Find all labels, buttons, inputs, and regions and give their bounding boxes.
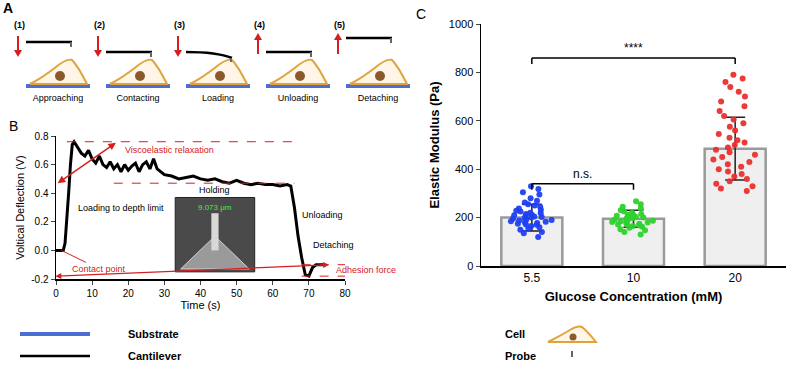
svg-text:-0.2: -0.2 [31,274,49,285]
svg-text:Substrate: Substrate [128,328,179,340]
svg-text:10: 10 [87,288,99,299]
svg-text:Contacting: Contacting [116,93,159,103]
svg-text:Detaching: Detaching [313,240,354,250]
svg-text:Approaching: Approaching [33,93,84,103]
svg-text:(1): (1) [14,20,25,30]
svg-text:B: B [9,118,18,134]
svg-text:A: A [3,0,13,16]
svg-text:(3): (3) [174,20,185,30]
svg-text:5.5: 5.5 [523,271,540,285]
svg-text:Adhesion force: Adhesion force [336,265,396,275]
svg-text:n.s.: n.s. [573,167,592,181]
svg-text:C: C [416,6,426,22]
svg-text:(2): (2) [94,20,105,30]
svg-text:800: 800 [455,66,473,78]
svg-text:Cantilever: Cantilever [128,350,182,362]
svg-text:0.4: 0.4 [35,188,49,199]
svg-text:Holding: Holding [199,185,230,195]
svg-text:20: 20 [123,288,135,299]
svg-text:10: 10 [627,271,641,285]
svg-text:(5): (5) [334,20,345,30]
svg-text:Probe: Probe [505,350,536,362]
svg-text:60: 60 [267,288,279,299]
svg-text:(4): (4) [254,20,265,30]
svg-text:600: 600 [455,115,473,127]
svg-text:80: 80 [339,288,351,299]
svg-text:70: 70 [303,288,315,299]
svg-text:1000: 1000 [449,18,473,30]
svg-text:400: 400 [455,163,473,175]
svg-text:Cell: Cell [505,328,525,340]
svg-text:0: 0 [467,260,473,272]
svg-text:Unloading: Unloading [278,93,319,103]
svg-text:Unloading: Unloading [302,210,343,220]
svg-text:Loading to depth limit: Loading to depth limit [78,203,164,213]
svg-text:Voltical Deflection (V): Voltical Deflection (V) [14,155,26,260]
svg-text:****: **** [624,41,643,55]
svg-text:9.073 μm: 9.073 μm [198,203,232,212]
svg-text:0.0: 0.0 [35,245,49,256]
svg-text:Detaching: Detaching [358,93,399,103]
svg-text:30: 30 [159,288,171,299]
svg-text:Glucose Concentration (mM): Glucose Concentration (mM) [545,289,723,304]
svg-text:Viscoelastic relaxation: Viscoelastic relaxation [125,145,214,155]
svg-text:Time (s): Time (s) [181,299,221,311]
svg-text:50: 50 [231,288,243,299]
svg-text:Elastic Modulus (Pa): Elastic Modulus (Pa) [427,81,442,208]
svg-text:0.2: 0.2 [35,216,49,227]
svg-text:40: 40 [195,288,207,299]
svg-text:0.8: 0.8 [35,131,49,142]
svg-text:200: 200 [455,211,473,223]
svg-text:0.6: 0.6 [35,159,49,170]
svg-text:Contact point: Contact point [72,264,126,274]
svg-text:20: 20 [728,271,742,285]
svg-text:Loading: Loading [202,93,234,103]
svg-text:0: 0 [53,288,59,299]
